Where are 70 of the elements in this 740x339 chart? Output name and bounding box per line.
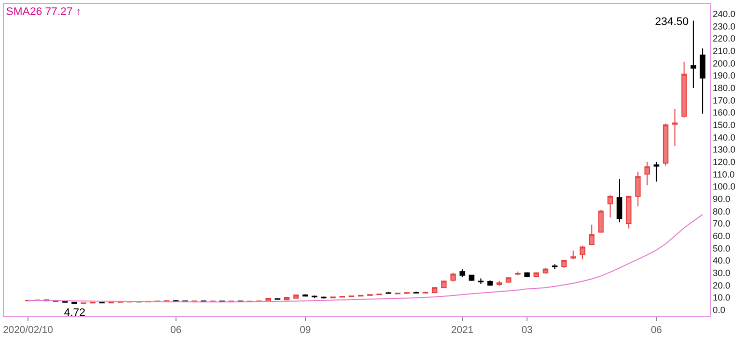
y-tick-label: 30.0 bbox=[712, 268, 730, 278]
candlestick bbox=[672, 108, 678, 146]
candlestick bbox=[552, 264, 558, 270]
annotation: 234.50 bbox=[655, 16, 689, 28]
y-tick-label: 100.0 bbox=[712, 182, 736, 192]
candlestick bbox=[441, 280, 447, 289]
candlestick bbox=[662, 123, 668, 166]
candlestick bbox=[394, 292, 400, 295]
y-tick-label: 20.0 bbox=[712, 280, 730, 290]
y-tick-label: 70.0 bbox=[712, 218, 730, 229]
candlestick bbox=[450, 272, 456, 282]
candlestick bbox=[607, 194, 613, 218]
annotation: 4.72 bbox=[64, 307, 86, 319]
candlestick bbox=[460, 268, 466, 278]
candlestick bbox=[588, 224, 594, 246]
candlestick bbox=[616, 178, 622, 223]
y-tick-label: 10.0 bbox=[712, 292, 730, 303]
candlestick bbox=[487, 280, 493, 286]
y-tick-label: 110.0 bbox=[712, 169, 735, 180]
x-tick-label: 2021 bbox=[451, 325, 474, 336]
candlestick bbox=[534, 272, 540, 278]
y-tick-label: 0.0 bbox=[712, 304, 726, 315]
candlestick bbox=[432, 286, 438, 294]
y-tick-label: 150.0 bbox=[712, 120, 736, 130]
y-tick-label: 120.0 bbox=[712, 157, 736, 167]
x-tick-label: 06 bbox=[650, 325, 662, 336]
candlestick bbox=[542, 267, 548, 274]
candlestick bbox=[654, 161, 660, 182]
y-tick-label: 210.0 bbox=[712, 46, 736, 56]
candlestick bbox=[506, 276, 512, 284]
x-tick-label: 2020/02/10 bbox=[3, 325, 54, 336]
candlestick bbox=[404, 292, 410, 294]
y-tick-label: 160.0 bbox=[712, 108, 736, 118]
annotation: SMA26 77.27 ↑ bbox=[6, 6, 82, 18]
candlestick bbox=[598, 209, 604, 234]
candlestick bbox=[570, 250, 576, 260]
candlestick bbox=[644, 161, 650, 186]
y-tick-label: 230.0 bbox=[712, 21, 736, 32]
candlestick bbox=[515, 271, 521, 276]
candlestick bbox=[524, 272, 530, 278]
y-tick-label: 60.0 bbox=[712, 230, 730, 241]
y-tick-label: 200.0 bbox=[712, 58, 736, 68]
candlestick bbox=[700, 48, 706, 114]
candlestick bbox=[468, 274, 474, 282]
candlestick bbox=[681, 61, 687, 118]
candlestick bbox=[690, 20, 696, 88]
y-tick-label: 220.0 bbox=[712, 34, 736, 44]
y-tick-label: 240.0 bbox=[712, 9, 736, 20]
y-tick-label: 180.0 bbox=[712, 83, 736, 94]
x-tick-label: 03 bbox=[521, 325, 534, 336]
y-tick-label: 140.0 bbox=[712, 132, 736, 142]
candlestick bbox=[330, 296, 336, 299]
x-tick-label: 09 bbox=[300, 325, 312, 336]
line-series bbox=[28, 214, 704, 302]
y-tick-label: 40.0 bbox=[712, 256, 730, 266]
y-tick-label: 50.0 bbox=[712, 243, 730, 254]
x-tick-label: 06 bbox=[170, 325, 182, 336]
candlestick bbox=[478, 278, 484, 284]
y-tick-label: 90.0 bbox=[712, 194, 730, 204]
y-tick-label: 190.0 bbox=[712, 70, 736, 81]
candlestick bbox=[496, 280, 502, 286]
candlestick bbox=[367, 294, 373, 296]
candlestick bbox=[312, 295, 318, 298]
y-tick-label: 80.0 bbox=[712, 206, 730, 216]
candlestick bbox=[561, 259, 567, 268]
y-tick-label: 170.0 bbox=[712, 95, 736, 106]
candlestick bbox=[635, 171, 641, 207]
candlestick bbox=[580, 245, 586, 260]
candlestick bbox=[626, 195, 632, 229]
y-tick-label: 130.0 bbox=[712, 144, 736, 155]
